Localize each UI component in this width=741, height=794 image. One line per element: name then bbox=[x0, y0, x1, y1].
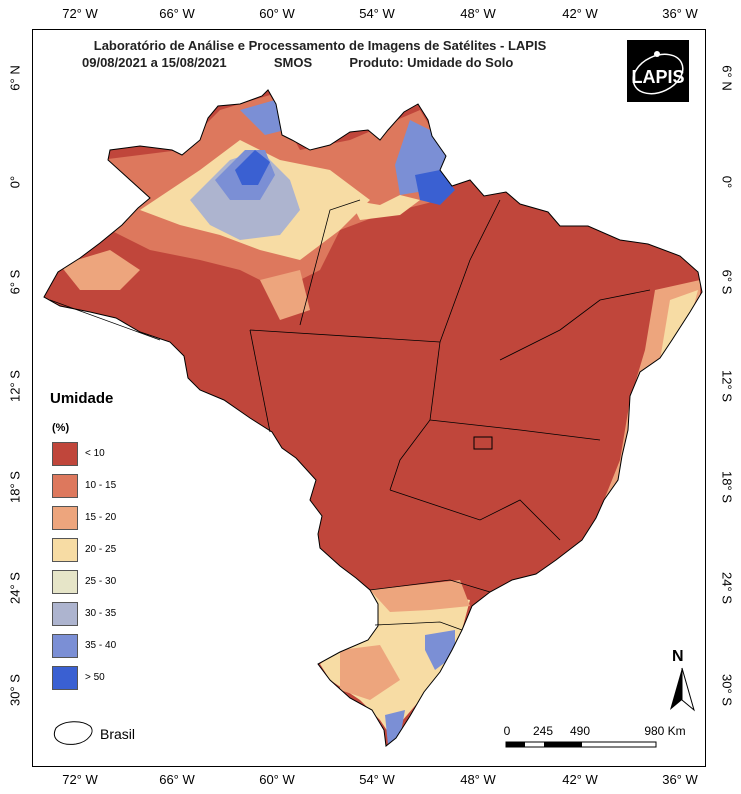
legend-unit: (%) bbox=[52, 422, 70, 434]
legend-label: > 50 bbox=[85, 672, 105, 683]
scale-label-490: 490 bbox=[569, 724, 591, 738]
lon-tick-bottom-5: 42° W bbox=[562, 772, 598, 787]
legend-swatch bbox=[52, 570, 78, 594]
legend-swatch bbox=[52, 442, 78, 466]
boundary-label: Brasil bbox=[100, 726, 136, 742]
scale-label-245: 245 bbox=[532, 724, 554, 738]
state-borders bbox=[49, 199, 651, 631]
logo-text: LAPIS bbox=[631, 66, 685, 87]
legend-label: 35 - 40 bbox=[85, 640, 117, 651]
legend-swatch bbox=[52, 474, 78, 498]
legend-label: < 10 bbox=[85, 448, 105, 459]
legend-swatch bbox=[52, 634, 78, 658]
legend-label: 20 - 25 bbox=[85, 544, 117, 555]
legend-label: 25 - 30 bbox=[85, 576, 117, 587]
scale-label-0: 0 bbox=[503, 724, 511, 738]
lon-tick-top-2: 60° W bbox=[259, 6, 295, 21]
scale-label-980: 980 Km bbox=[644, 724, 686, 738]
lon-tick-top-0: 72° W bbox=[62, 6, 98, 21]
legend-label: 30 - 35 bbox=[85, 608, 117, 619]
lon-tick-top-4: 48° W bbox=[460, 6, 496, 21]
brazil-outline bbox=[43, 89, 703, 747]
lon-tick-bottom-6: 36° W bbox=[662, 772, 698, 787]
lon-tick-bottom-3: 54° W bbox=[359, 772, 395, 787]
legend-label: 10 - 15 bbox=[85, 480, 117, 491]
north-label: N bbox=[672, 648, 684, 665]
boundary-symbol bbox=[54, 721, 93, 745]
map-subtitle: 09/08/2021 a 15/08/2021 SMOS Produto: Um… bbox=[82, 55, 582, 70]
north-arrow-icon bbox=[670, 667, 695, 712]
federal-district bbox=[473, 436, 493, 450]
lon-tick-bottom-4: 48° W bbox=[460, 772, 496, 787]
lapis-logo: LAPIS bbox=[627, 40, 689, 102]
lon-tick-top-5: 42° W bbox=[562, 6, 598, 21]
lon-tick-top-1: 66° W bbox=[159, 6, 195, 21]
lon-tick-bottom-1: 66° W bbox=[159, 772, 195, 787]
product-name: Produto: Umidade do Solo bbox=[349, 55, 514, 70]
legend-swatch bbox=[52, 538, 78, 562]
date-range: 09/08/2021 a 15/08/2021 bbox=[82, 55, 227, 70]
lon-tick-bottom-0: 72° W bbox=[62, 772, 98, 787]
sensor-name: SMOS bbox=[273, 55, 313, 70]
lon-tick-top-6: 36° W bbox=[662, 6, 698, 21]
scale-bar bbox=[505, 741, 657, 748]
legend-title: Umidade bbox=[50, 390, 114, 407]
satellite-icon bbox=[632, 51, 684, 95]
legend-swatch bbox=[52, 506, 78, 530]
lon-tick-top-3: 54° W bbox=[359, 6, 395, 21]
legend-swatch bbox=[52, 602, 78, 626]
legend-label: 15 - 20 bbox=[85, 512, 117, 523]
map-title: Laboratório de Análise e Processamento d… bbox=[93, 38, 547, 53]
legend-swatch bbox=[52, 666, 78, 690]
lon-tick-bottom-2: 60° W bbox=[259, 772, 295, 787]
